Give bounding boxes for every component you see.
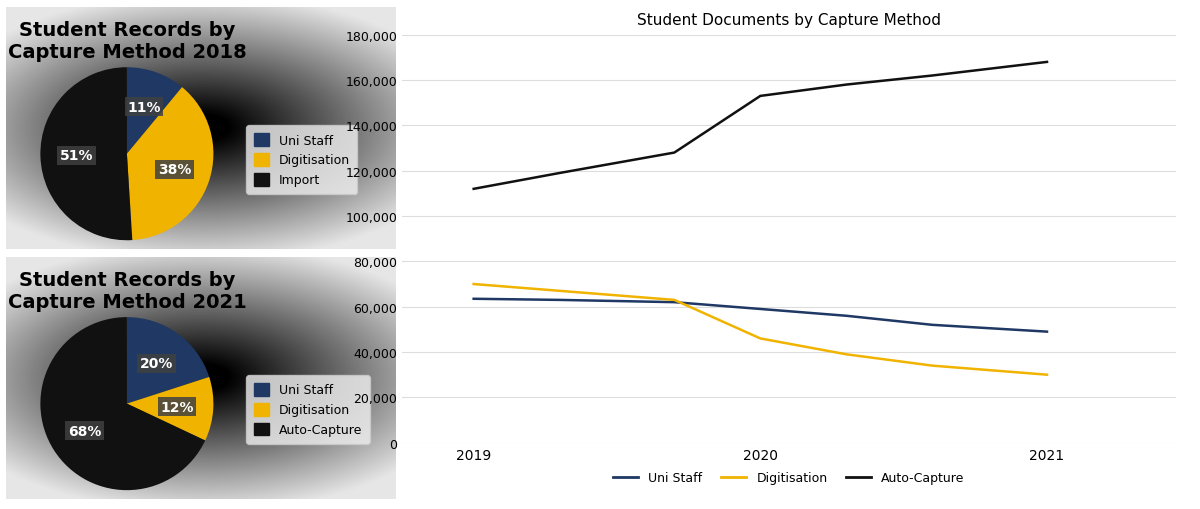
Text: 38%: 38%: [158, 163, 191, 177]
Wedge shape: [41, 318, 205, 490]
Wedge shape: [41, 68, 132, 241]
Wedge shape: [127, 88, 214, 241]
Wedge shape: [127, 68, 182, 154]
Legend: Uni Staff, Digitisation, Auto-Capture: Uni Staff, Digitisation, Auto-Capture: [246, 376, 370, 444]
Text: Student Records by
Capture Method 2021: Student Records by Capture Method 2021: [7, 270, 246, 311]
Text: 51%: 51%: [60, 149, 94, 163]
Text: Student Records by
Capture Method 2018: Student Records by Capture Method 2018: [7, 20, 246, 62]
Legend: Uni Staff, Digitisation, Auto-Capture: Uni Staff, Digitisation, Auto-Capture: [608, 467, 970, 490]
Wedge shape: [127, 318, 209, 404]
Text: 11%: 11%: [127, 100, 161, 115]
Text: 20%: 20%: [139, 356, 173, 371]
Text: 12%: 12%: [161, 400, 193, 414]
Text: 68%: 68%: [68, 423, 101, 438]
Legend: Uni Staff, Digitisation, Import: Uni Staff, Digitisation, Import: [246, 126, 358, 194]
Title: Student Documents by Capture Method: Student Documents by Capture Method: [637, 13, 941, 27]
Wedge shape: [127, 377, 214, 441]
